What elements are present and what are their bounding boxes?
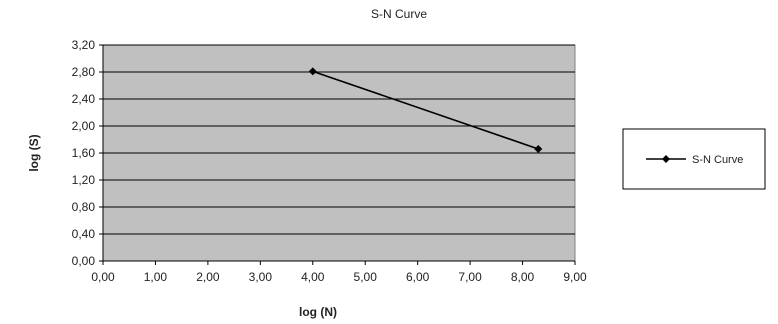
x-tick-label: 8,00	[511, 270, 535, 284]
x-tick-label: 6,00	[406, 270, 430, 284]
x-tick-label: 0,00	[91, 270, 115, 284]
legend-label: S-N Curve	[692, 154, 743, 166]
x-tick-label: 9,00	[563, 270, 587, 284]
legend-marker	[662, 155, 670, 163]
y-tick-label: 0,00	[72, 254, 96, 268]
x-tick-label: 5,00	[354, 270, 378, 284]
x-tick-label: 4,00	[301, 270, 325, 284]
series-layer	[308, 67, 543, 153]
x-tick-label: 2,00	[196, 270, 220, 284]
y-tick-label: 2,00	[72, 119, 96, 133]
y-tick-label: 2,40	[72, 92, 96, 106]
grid-lines	[103, 44, 575, 235]
data-point	[534, 144, 543, 153]
x-axis-ticks: 0,00 1,00 2,00 3,00 4,00 5,00 6,00 7,00 8,00 9,00	[91, 261, 587, 284]
x-tick-label: 1,00	[144, 270, 168, 284]
y-tick-label: 1,60	[72, 146, 96, 160]
y-tick-label: 0,40	[72, 227, 96, 241]
y-tick-label: 3,20	[72, 38, 96, 52]
y-tick-label: 1,20	[72, 173, 96, 187]
x-axis-label: log (N)	[299, 305, 337, 319]
data-point	[308, 67, 317, 76]
series-line	[312, 70, 539, 150]
x-tick-label: 7,00	[458, 270, 482, 284]
chart-title: S-N Curve	[371, 7, 427, 21]
y-axis-label: log (S)	[27, 134, 41, 171]
legend: S-N Curve	[622, 128, 766, 190]
y-axis-ticks: 0,00 0,40 0,80 1,20 1,60 2,00 2,40 2,80 3,20	[72, 38, 103, 268]
y-tick-label: 2,80	[72, 65, 96, 79]
y-tick-label: 0,80	[72, 200, 96, 214]
x-tick-label: 3,00	[249, 270, 273, 284]
